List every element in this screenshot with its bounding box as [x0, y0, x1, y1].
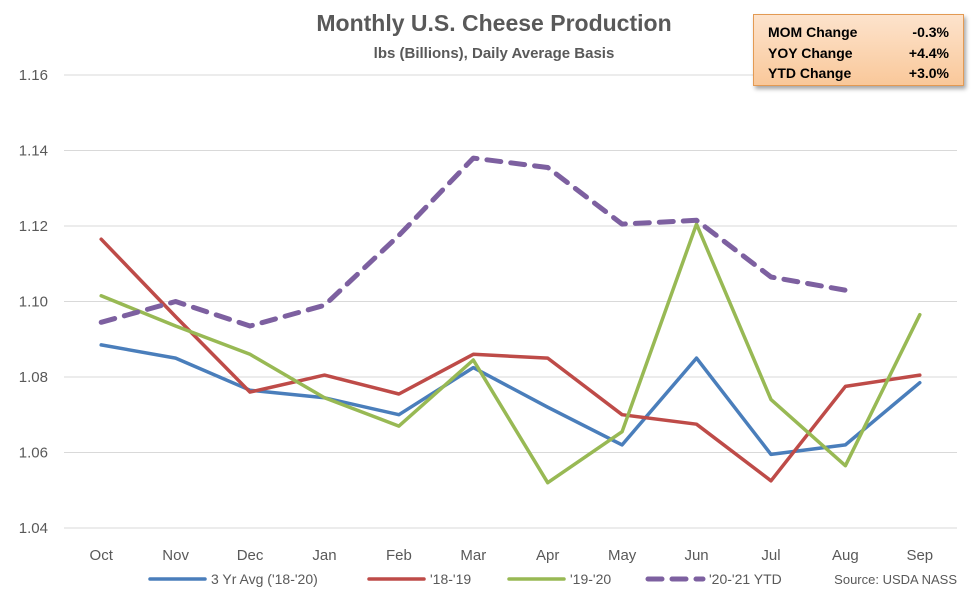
- x-tick-label: Oct: [90, 547, 114, 564]
- legend-label-0: 3 Yr Avg ('18-'20): [211, 571, 318, 587]
- series-line-2: [99, 222, 922, 485]
- stats-row-ytd: YTD Change +3.0%: [768, 63, 949, 84]
- ytd-value: +3.0%: [908, 65, 949, 81]
- mom-value: -0.3%: [912, 24, 949, 40]
- change-stats-box: MOM Change -0.3% YOY Change +4.4% YTD Ch…: [753, 14, 964, 86]
- series-line-3: [98, 155, 848, 329]
- x-tick-label: Apr: [536, 547, 559, 564]
- chart-title: Monthly U.S. Cheese Production: [316, 10, 671, 36]
- x-tick-label: Aug: [832, 547, 859, 564]
- stats-row-yoy: YOY Change +4.4%: [768, 43, 949, 64]
- series-line-0: [99, 343, 922, 457]
- legend-label-1: '18-'19: [430, 571, 471, 587]
- yoy-value: +4.4%: [908, 44, 949, 61]
- y-tick-label: 1.16: [19, 67, 48, 84]
- y-axis-ticks: 1.04 1.06 1.08 1.10 1.12 1.14 1.16: [19, 67, 48, 537]
- x-tick-label: Mar: [460, 547, 486, 564]
- y-tick-label: 1.06: [19, 445, 48, 462]
- x-tick-label: Jul: [761, 547, 780, 564]
- x-tick-label: Jan: [312, 547, 336, 564]
- series-line-1: [99, 237, 922, 483]
- x-tick-label: Jun: [684, 547, 708, 564]
- y-tick-label: 1.04: [19, 520, 48, 537]
- y-tick-label: 1.08: [19, 369, 48, 386]
- x-tick-label: Feb: [386, 547, 412, 564]
- legend: 3 Yr Avg ('18-'20) '18-'19 '19-'20 '20-'21 …: [148, 571, 782, 587]
- ytd-label: YTD Change: [768, 65, 852, 81]
- series-lines: [98, 155, 922, 485]
- x-tick-label: Sep: [906, 547, 933, 564]
- x-tick-label: May: [608, 547, 637, 564]
- y-tick-label: 1.14: [19, 143, 48, 160]
- mom-label: MOM Change: [768, 24, 858, 40]
- x-tick-label: Dec: [237, 547, 264, 564]
- legend-label-3: '20-'21 YTD: [709, 571, 782, 587]
- y-tick-label: 1.12: [19, 218, 48, 235]
- gridlines: [64, 74, 957, 529]
- legend-label-2: '19-'20: [570, 571, 611, 587]
- source-note: Source: USDA NASS: [834, 572, 957, 587]
- x-tick-label: Nov: [162, 547, 189, 564]
- y-tick-label: 1.10: [19, 294, 48, 311]
- x-axis-ticks: Oct Nov Dec Jan Feb Mar Apr May Jun Jul Aug Sep: [90, 547, 934, 564]
- stats-row-mom: MOM Change -0.3%: [768, 22, 949, 43]
- chart-subtitle: lbs (Billions), Daily Average Basis: [374, 45, 615, 62]
- yoy-label: YOY Change: [768, 44, 853, 61]
